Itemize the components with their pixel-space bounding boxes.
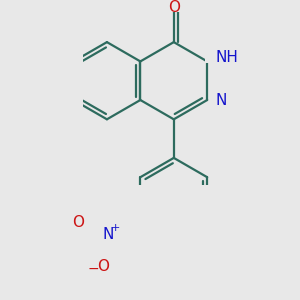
Text: O: O [72, 215, 84, 230]
Text: N: N [103, 226, 114, 242]
FancyBboxPatch shape [206, 53, 226, 63]
FancyBboxPatch shape [91, 262, 107, 271]
FancyBboxPatch shape [72, 218, 84, 227]
Text: N: N [215, 92, 227, 107]
Text: +: + [110, 223, 120, 233]
Text: O: O [97, 259, 109, 274]
Text: NH: NH [215, 50, 238, 65]
Text: −: − [88, 262, 100, 276]
FancyBboxPatch shape [103, 230, 114, 239]
FancyBboxPatch shape [168, 2, 180, 12]
FancyBboxPatch shape [209, 95, 222, 105]
Text: O: O [168, 0, 180, 15]
